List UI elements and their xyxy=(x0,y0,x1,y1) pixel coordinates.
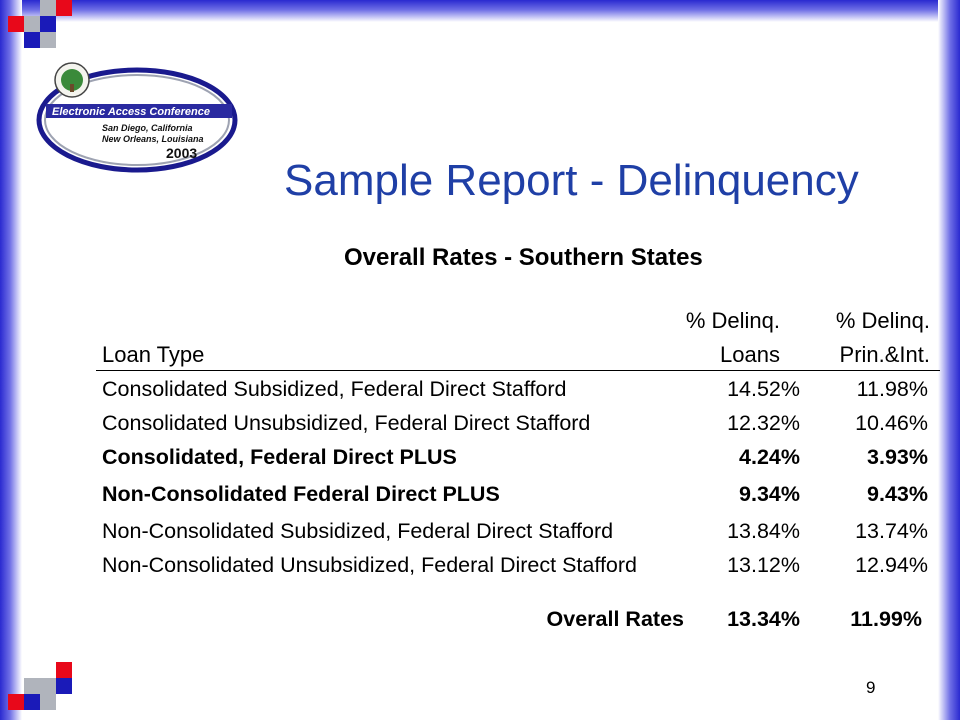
loan-type-cell: Consolidated Subsidized, Federal Direct … xyxy=(102,377,567,401)
loans-rate-cell: 4.24% xyxy=(739,445,800,469)
overall-rates-row: Overall Rates 13.34% 11.99% xyxy=(96,607,940,641)
prin-int-rate-cell: 12.94% xyxy=(855,553,928,577)
svg-text:New Orleans, Louisiana: New Orleans, Louisiana xyxy=(102,134,204,144)
table-row: Non-Consolidated Unsubsidized, Federal D… xyxy=(96,547,940,581)
header-loans-line1: % Delinq. xyxy=(685,308,780,333)
frame-top-bar xyxy=(0,0,960,22)
prin-int-rate-cell: 11.98% xyxy=(856,377,928,401)
delinquency-table: Loan Type % Delinq. Loans % Delinq. Prin… xyxy=(96,306,940,581)
loans-rate-cell: 13.12% xyxy=(727,553,800,577)
svg-text:San Diego, California: San Diego, California xyxy=(102,123,193,133)
header-prin-line1: % Delinq. xyxy=(835,308,930,333)
overall-loans-rate: 13.34% xyxy=(727,607,800,631)
frame-right-bar xyxy=(938,0,960,720)
loans-rate-cell: 9.34% xyxy=(739,482,800,506)
conference-logo: Electronic Access Conference San Diego, … xyxy=(32,58,242,178)
loan-type-cell: Consolidated Unsubsidized, Federal Direc… xyxy=(102,411,591,435)
overall-prin-int-rate: 11.99% xyxy=(850,607,922,631)
loan-type-cell: Non-Consolidated Subsidized, Federal Dir… xyxy=(102,519,614,543)
header-rule xyxy=(96,370,940,371)
table-row: Non-Consolidated Subsidized, Federal Dir… xyxy=(96,513,940,547)
loans-rate-cell: 14.52% xyxy=(727,377,800,401)
table-row: Consolidated Unsubsidized, Federal Direc… xyxy=(96,405,940,439)
loan-type-cell: Non-Consolidated Unsubsidized, Federal D… xyxy=(102,553,637,577)
loan-type-cell: Consolidated, Federal Direct PLUS xyxy=(102,445,457,469)
table-header: Loan Type % Delinq. Loans % Delinq. Prin… xyxy=(96,306,940,370)
table-row: Consolidated, Federal Direct PLUS 4.24% … xyxy=(96,439,940,476)
loan-type-cell: Non-Consolidated Federal Direct PLUS xyxy=(102,482,500,506)
header-loan-type: Loan Type xyxy=(102,342,205,367)
table-row: Consolidated Subsidized, Federal Direct … xyxy=(96,371,940,405)
prin-int-rate-cell: 3.93% xyxy=(867,445,928,469)
prin-int-rate-cell: 10.46% xyxy=(855,411,928,435)
loans-rate-cell: 13.84% xyxy=(727,519,800,543)
table-row: Non-Consolidated Federal Direct PLUS 9.3… xyxy=(96,476,940,513)
header-prin-line2: Prin.&Int. xyxy=(839,342,930,367)
page-number: 9 xyxy=(866,678,876,697)
frame-left-bar xyxy=(0,0,22,720)
svg-text:Electronic Access Conference: Electronic Access Conference xyxy=(52,106,210,118)
report-subtitle: Overall Rates - Southern States xyxy=(344,244,703,271)
svg-text:2003: 2003 xyxy=(166,145,197,161)
prin-int-rate-cell: 13.74% xyxy=(855,519,928,543)
header-loans-line2: Loans xyxy=(720,342,780,367)
loans-rate-cell: 12.32% xyxy=(727,411,800,435)
prin-int-rate-cell: 9.43% xyxy=(867,482,928,506)
overall-rates-label: Overall Rates xyxy=(546,607,684,631)
slide-title: Sample Report - Delinquency xyxy=(284,156,859,205)
